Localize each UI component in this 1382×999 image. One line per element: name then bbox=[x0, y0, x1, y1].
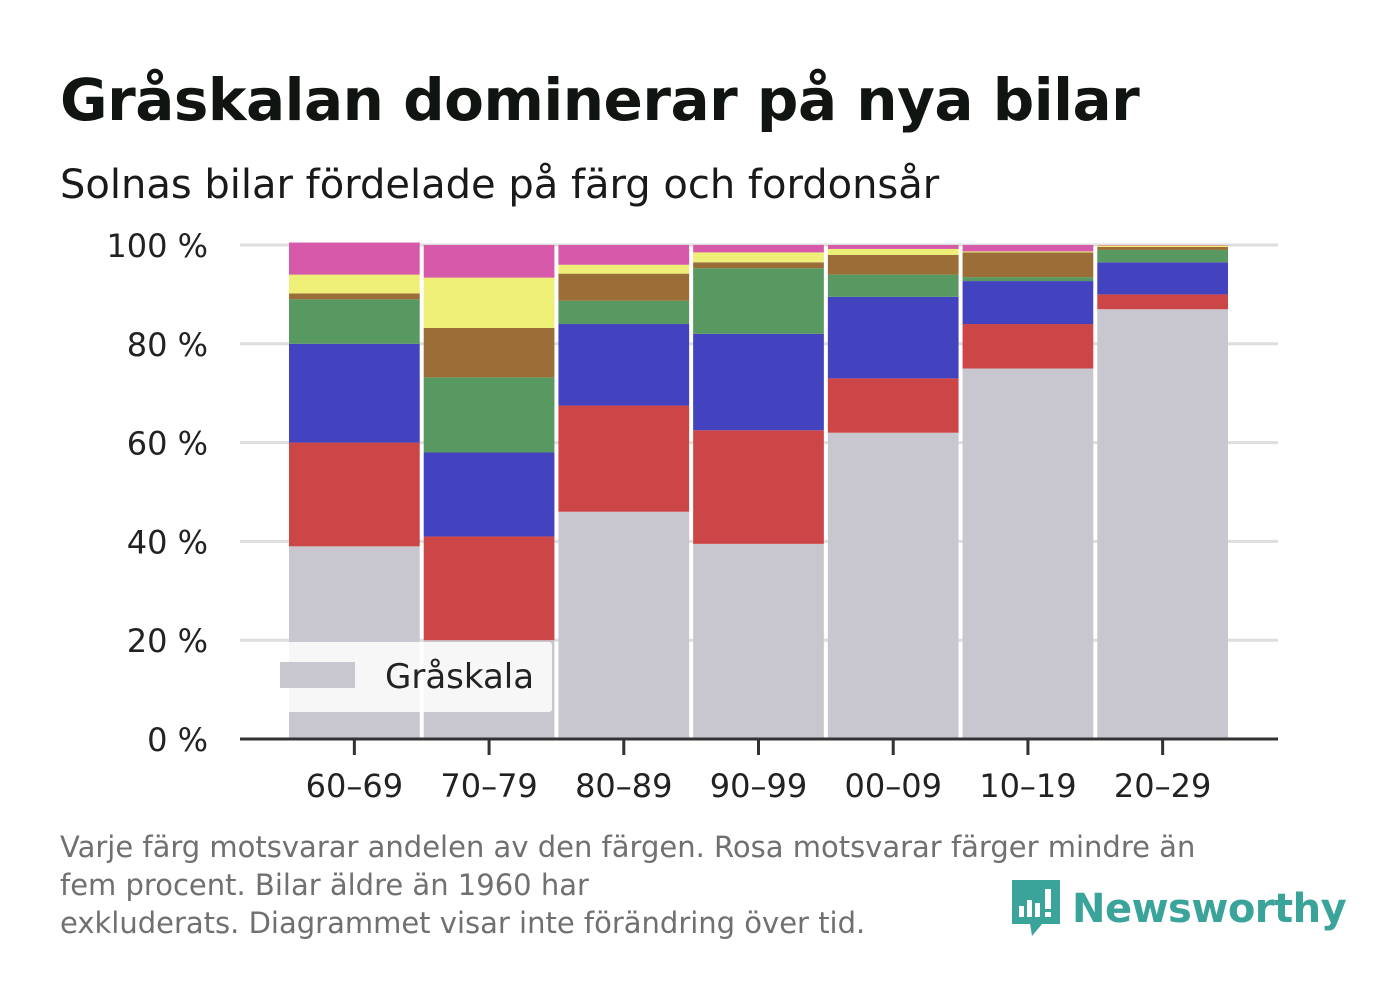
legend-label: Gråskala bbox=[385, 657, 534, 697]
legend: Gråskala bbox=[262, 642, 552, 712]
bar-segment bbox=[1097, 262, 1228, 295]
bar-segment bbox=[558, 273, 690, 301]
x-tick-label: 80–89 bbox=[575, 767, 672, 805]
bar-segment bbox=[827, 432, 959, 739]
bar-segment bbox=[827, 296, 959, 379]
bar-segment bbox=[962, 277, 1094, 282]
brand-name: Newsworthy bbox=[1072, 886, 1347, 932]
bar-segment bbox=[693, 268, 824, 334]
bar-segment bbox=[1097, 245, 1228, 247]
bar-segment bbox=[1097, 294, 1228, 310]
bar-segment bbox=[423, 327, 555, 378]
bar-segment bbox=[289, 242, 420, 275]
bar-segment bbox=[693, 430, 824, 544]
bar-segment bbox=[693, 543, 824, 739]
bar-segment bbox=[423, 277, 555, 328]
x-tick-label: 10–19 bbox=[979, 767, 1076, 805]
bar-segment bbox=[423, 452, 555, 537]
bar-segment bbox=[962, 251, 1094, 253]
footnote-line-3: exkluderats. Diagrammet visar inte förän… bbox=[60, 906, 866, 940]
bar-segment bbox=[423, 245, 555, 278]
y-tick-label: 40 % bbox=[127, 523, 208, 561]
bar-segment bbox=[558, 511, 690, 739]
legend-swatch bbox=[280, 662, 355, 688]
bar-segment bbox=[558, 300, 690, 325]
bar-segment bbox=[558, 245, 690, 265]
legend-box bbox=[262, 642, 552, 712]
bar-segment bbox=[827, 245, 959, 249]
x-tick-label: 60–69 bbox=[306, 767, 403, 805]
y-tick-label: 60 % bbox=[127, 425, 208, 463]
bar-segment bbox=[827, 274, 959, 297]
y-tick-label: 0 % bbox=[147, 721, 208, 759]
bar-segment bbox=[693, 252, 824, 263]
bar-segment bbox=[558, 324, 690, 406]
x-tick-label: 20–29 bbox=[1114, 767, 1211, 805]
y-tick-label: 80 % bbox=[127, 326, 208, 364]
brand-logo: Newsworthy bbox=[1010, 878, 1347, 940]
bar-segment bbox=[558, 264, 690, 274]
bar-segment bbox=[827, 248, 959, 255]
x-tick-label: 90–99 bbox=[710, 767, 807, 805]
bar-segment bbox=[693, 262, 824, 269]
bar-segment bbox=[962, 245, 1094, 252]
bar-segment bbox=[827, 378, 959, 433]
bar-segment bbox=[962, 281, 1094, 325]
newsworthy-logo-icon bbox=[1012, 880, 1060, 936]
chart-title: Gråskalan dominerar på nya bilar bbox=[60, 66, 1140, 134]
bar-segment bbox=[289, 293, 420, 300]
y-tick-label: 20 % bbox=[127, 622, 208, 660]
y-tick-label: 100 % bbox=[106, 227, 208, 265]
y-axis: 0 % 20 % 40 % 60 % 80 % 100 % bbox=[106, 227, 208, 759]
footnote-line-1: Varje färg motsvarar andelen av den färg… bbox=[60, 830, 1196, 864]
bar-segment bbox=[962, 368, 1094, 739]
footnote-line-2: fem procent. Bilar äldre än 1960 har bbox=[60, 868, 589, 902]
bar-segment bbox=[827, 254, 959, 275]
bar-segment bbox=[1097, 249, 1228, 263]
x-tick-label: 70–79 bbox=[440, 767, 537, 805]
footnote: Varje färg motsvarar andelen av den färg… bbox=[60, 828, 1300, 940]
bar-segment bbox=[558, 405, 690, 512]
bar-segment bbox=[693, 333, 824, 431]
bar-segment bbox=[1097, 309, 1228, 739]
bar-segment bbox=[289, 274, 420, 294]
bar-segment bbox=[289, 343, 420, 443]
chart-subtitle: Solnas bilar fördelade på färg och fordo… bbox=[60, 162, 940, 208]
bar-segment bbox=[289, 299, 420, 344]
bar-segment bbox=[1097, 246, 1228, 250]
bar-segment bbox=[423, 536, 555, 641]
bar-segment bbox=[962, 252, 1094, 278]
x-axis: 60–69 70–79 80–89 90–99 00–09 10–19 20–29 bbox=[240, 737, 1278, 805]
bar-segment bbox=[962, 324, 1094, 369]
x-tick-label: 00–09 bbox=[844, 767, 941, 805]
bar-segment bbox=[693, 245, 824, 253]
bar-segment bbox=[289, 442, 420, 547]
bar-segment bbox=[423, 377, 555, 453]
